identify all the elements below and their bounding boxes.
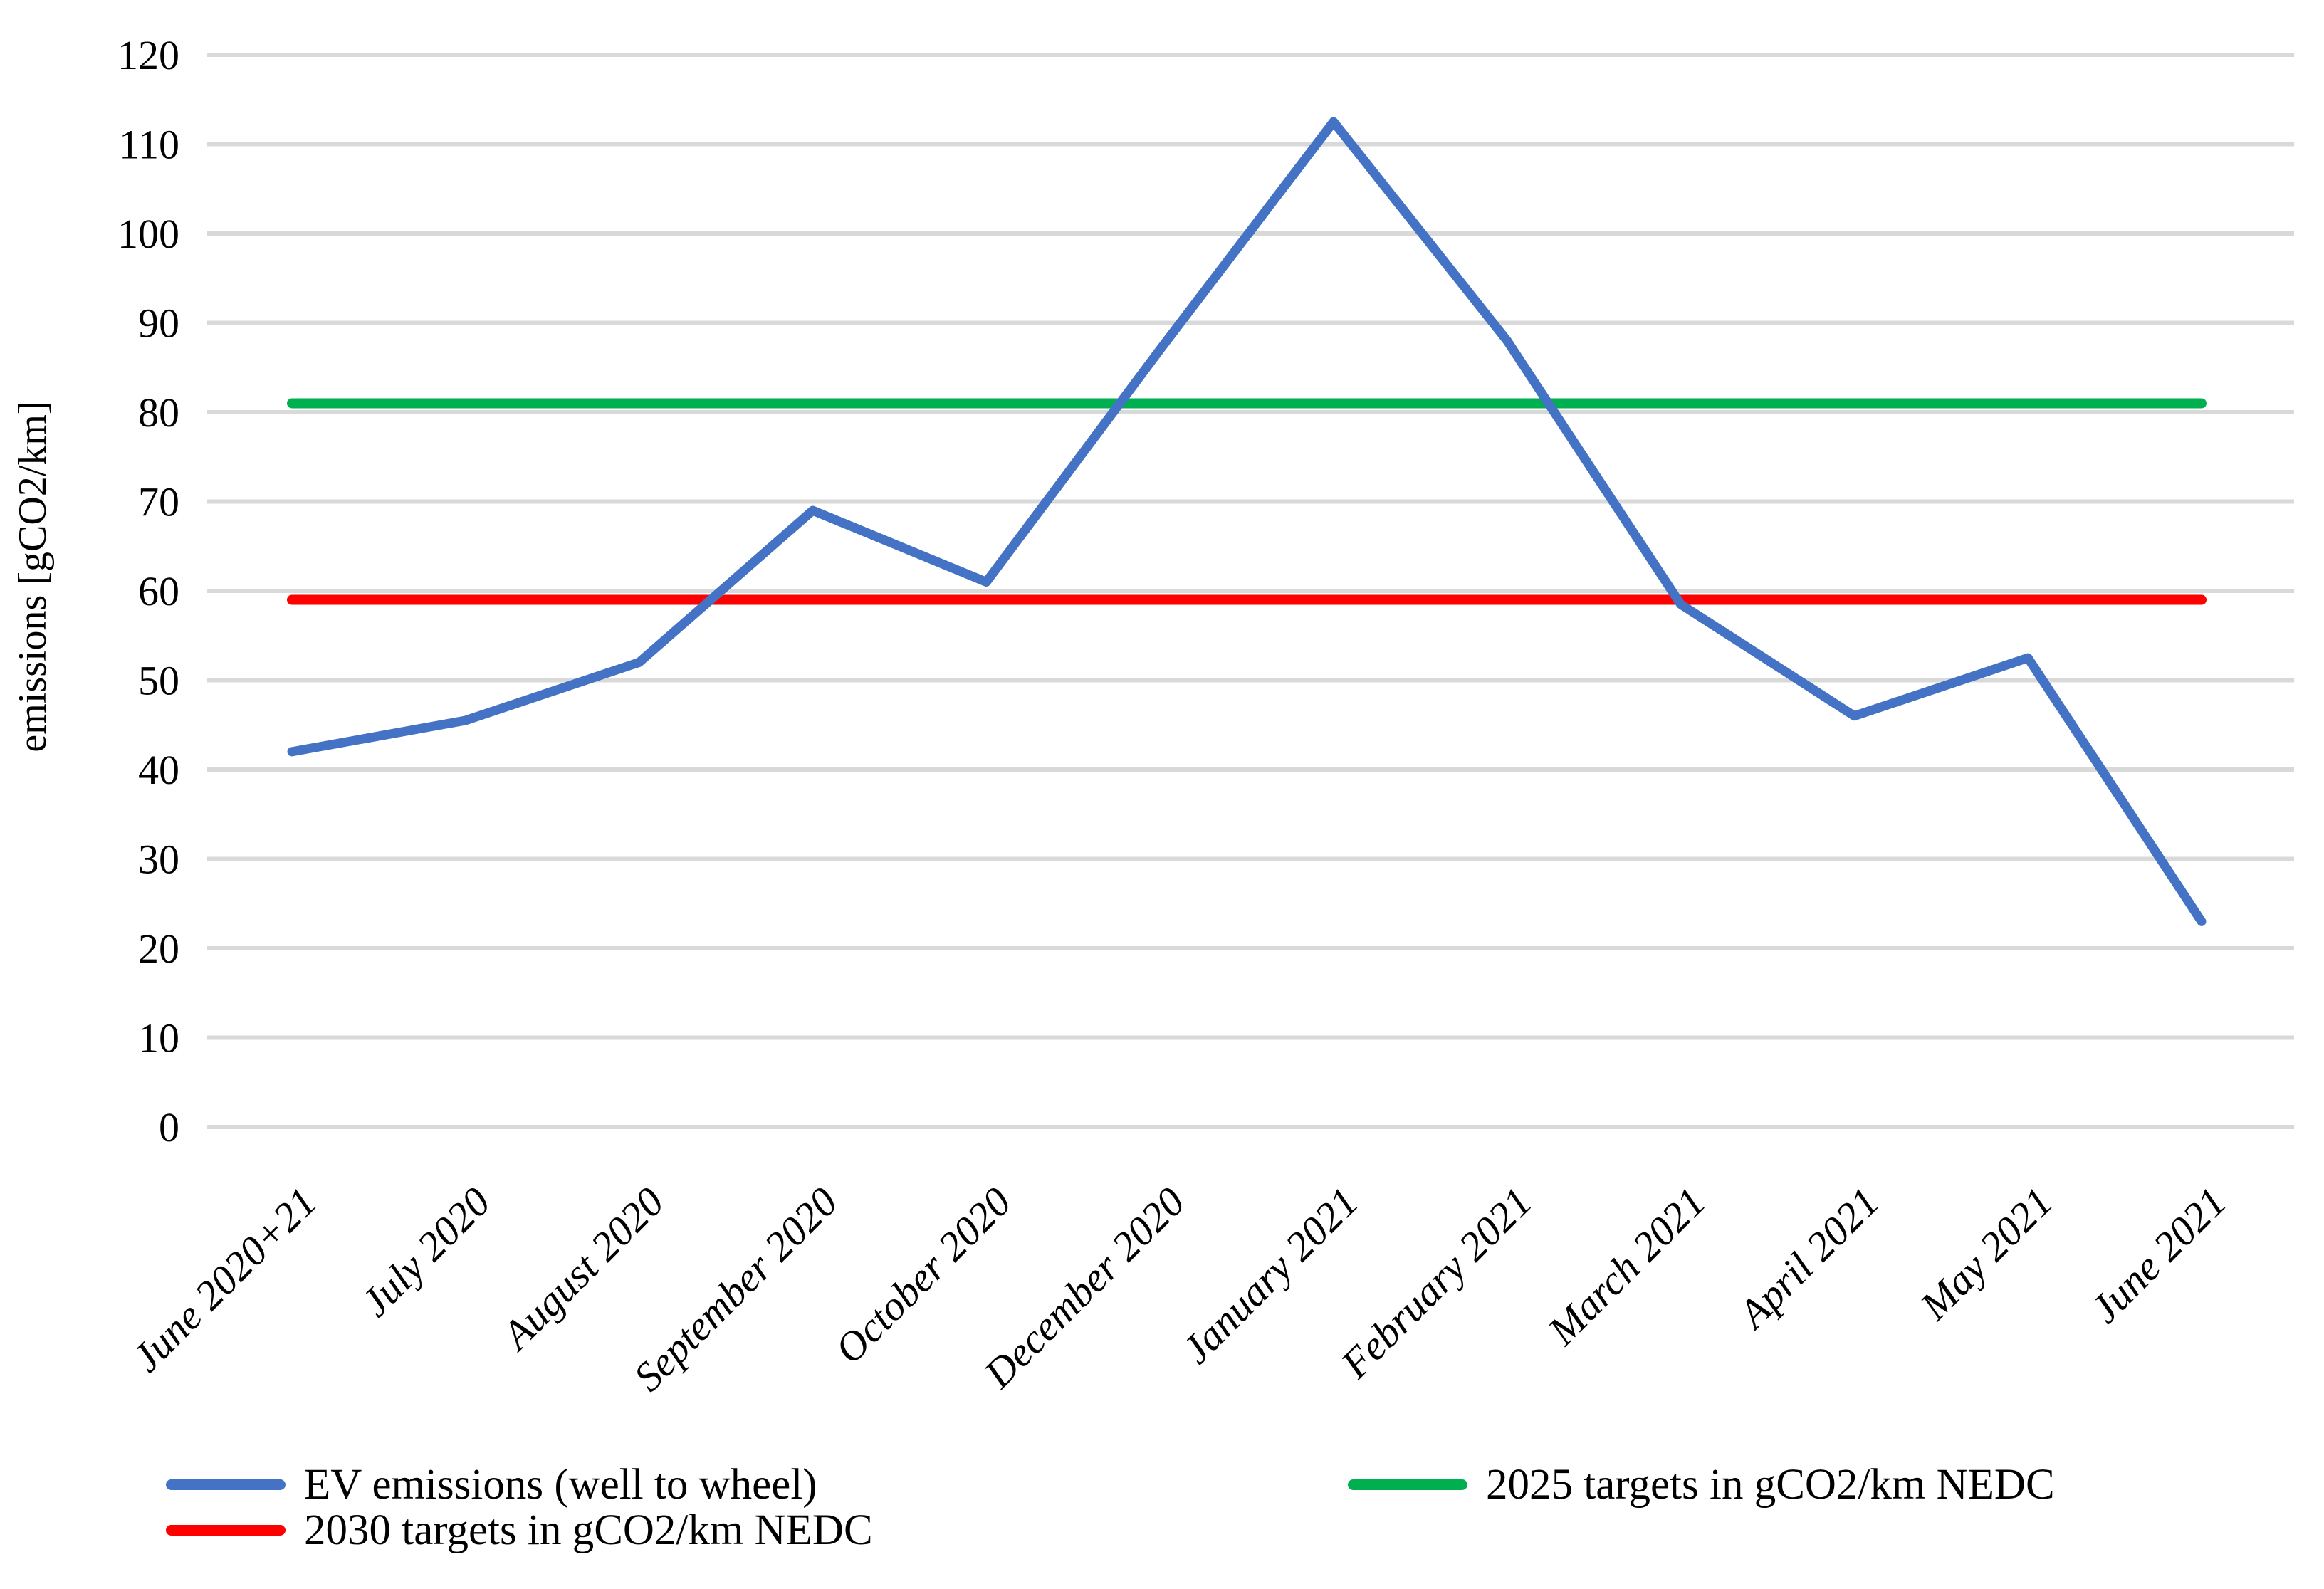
- legend-label-ev-emissions: EV emissions (well to wheel): [304, 1460, 817, 1509]
- y-axis-tick-label-90: 90: [138, 300, 179, 347]
- y-axis-tick-label-30: 30: [138, 837, 179, 883]
- y-axis-tick-label-0: 0: [159, 1104, 179, 1150]
- legend-swatch-2025-targets: [1348, 1479, 1467, 1490]
- x-axis-tick-label-2: August 2020: [491, 1178, 673, 1360]
- y-axis-tick-label-100: 100: [117, 211, 179, 257]
- legend-swatch-2030-targets: [166, 1524, 286, 1536]
- x-axis-tick-label-6: January 2021: [1173, 1178, 1367, 1373]
- y-axis-tick-label-50: 50: [138, 658, 179, 704]
- y-axis-tick-label-70: 70: [138, 479, 179, 525]
- legend-item-2025-targets: 2025 targets in gCO2/km NEDC: [1348, 1459, 2055, 1509]
- y-axis-title: emissions [gCO2/km]: [11, 401, 55, 752]
- x-axis-tick-label-4: October 2020: [826, 1178, 1020, 1373]
- y-axis-tick-label-10: 10: [138, 1015, 179, 1061]
- y-axis-tick-label-120: 120: [117, 32, 179, 78]
- y-axis-tick-label-80: 80: [138, 389, 179, 436]
- y-axis-tick-label-20: 20: [138, 925, 179, 972]
- x-axis-tick-label-10: May 2021: [1911, 1178, 2062, 1329]
- y-axis-tick-label-110: 110: [119, 122, 179, 168]
- legend-label-2030-targets: 2030 targets in gCO2/km NEDC: [304, 1506, 873, 1554]
- x-axis-tick-label-1: July 2020: [352, 1178, 499, 1326]
- y-axis-tick-label-40: 40: [138, 747, 179, 793]
- legend-item-2030-targets: 2030 targets in gCO2/km NEDC: [166, 1505, 873, 1555]
- x-axis-tick-label-8: March 2021: [1539, 1178, 1715, 1354]
- series-line-0: [287, 117, 2207, 926]
- x-axis-tick-label-9: April 2021: [1727, 1178, 1888, 1338]
- x-axis-tick-label-0: June 2020+21: [123, 1178, 325, 1380]
- legend-label-2025-targets: 2025 targets in gCO2/km NEDC: [1486, 1460, 2055, 1509]
- x-axis-tick-label-11: June 2021: [2082, 1178, 2236, 1332]
- legend-item-ev-emissions: EV emissions (well to wheel): [166, 1459, 817, 1509]
- y-axis-tick-label-60: 60: [138, 568, 179, 614]
- legend-swatch-ev-emissions: [166, 1479, 286, 1490]
